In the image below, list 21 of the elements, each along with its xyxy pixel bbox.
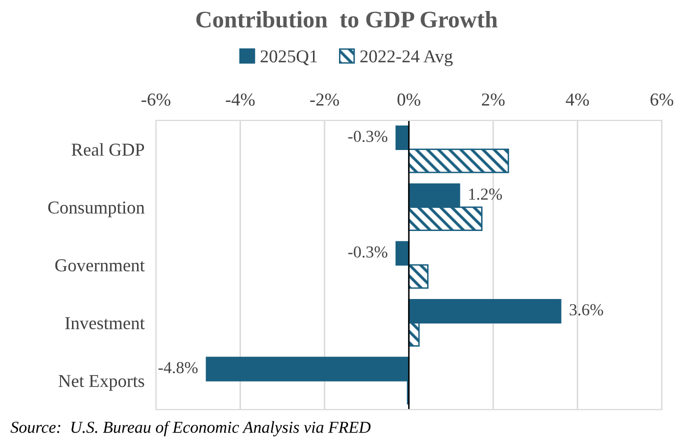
y-tick-label: Government <box>55 259 145 272</box>
x-tick-label: 4% <box>566 93 589 106</box>
legend-label: 2025Q1 <box>260 50 317 66</box>
data-label: -0.3% <box>348 130 388 142</box>
y-tick-label: Real GDP <box>72 143 144 156</box>
x-tick-label: -4% <box>226 93 255 106</box>
x-tick-label: -6% <box>142 93 170 106</box>
x-tick-label: -2% <box>310 93 339 106</box>
legend-label: 2022-24 Avg <box>360 50 453 66</box>
x-tick-label: 2% <box>482 93 505 106</box>
y-tick-label: Net Exports <box>58 375 144 391</box>
data-label: -4.8% <box>158 362 198 374</box>
x-tick-label: 0% <box>398 93 420 106</box>
source-note: Source: U.S. Bureau of Economic Analysis via FRED <box>10 421 371 436</box>
data-label: 1.2% <box>469 188 502 200</box>
x-tick-label: 6% <box>650 93 674 106</box>
y-tick-label: Investment <box>65 317 145 330</box>
chart-title: Contribution to GDP Growth <box>196 10 498 28</box>
data-label: -0.3% <box>348 246 388 258</box>
data-label: 3.6% <box>570 304 604 316</box>
y-tick-label: Consumption <box>48 201 145 218</box>
